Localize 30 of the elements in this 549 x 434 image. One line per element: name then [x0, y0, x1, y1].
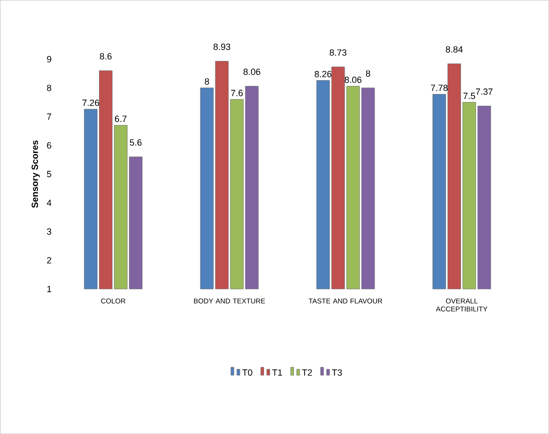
data-label: 8.06: [344, 76, 362, 83]
data-label: 7.78: [430, 84, 448, 91]
y-tick-label: 1: [47, 286, 52, 292]
data-label: 8: [366, 70, 370, 77]
y-tick-label: 4: [46, 200, 52, 206]
y-tick-label: 5: [46, 170, 52, 178]
data-label: 7.6: [231, 90, 243, 96]
data-label: 8: [204, 78, 210, 85]
data-label: 8.6: [100, 53, 112, 60]
data-label: 8.84: [446, 46, 463, 53]
data-label: 7.26: [82, 100, 100, 106]
data-label: 8.26: [314, 70, 332, 78]
legend-label: T0: [242, 369, 252, 376]
legend-label: T1: [272, 369, 282, 376]
y-tick-label: 2: [47, 257, 52, 264]
y-tick-label: 7: [47, 113, 52, 120]
data-label: 7.5: [463, 92, 476, 100]
data-label: 8.06: [244, 68, 260, 75]
data-label: 5.6: [130, 139, 142, 146]
data-label: 7.37: [476, 88, 493, 95]
y-axis-title: Sensory Scores: [32, 140, 40, 208]
data-label: 8.93: [214, 44, 230, 50]
legend-label: T2: [302, 369, 312, 376]
y-tick-label: 3: [46, 228, 52, 235]
y-tick-label: 8: [47, 84, 52, 92]
data-label: 6.7: [114, 116, 127, 122]
legend-label: T3: [332, 369, 342, 376]
y-tick-label: 6: [47, 142, 52, 149]
data-label: 8.73: [330, 49, 346, 56]
y-tick-label: 9: [47, 56, 52, 62]
